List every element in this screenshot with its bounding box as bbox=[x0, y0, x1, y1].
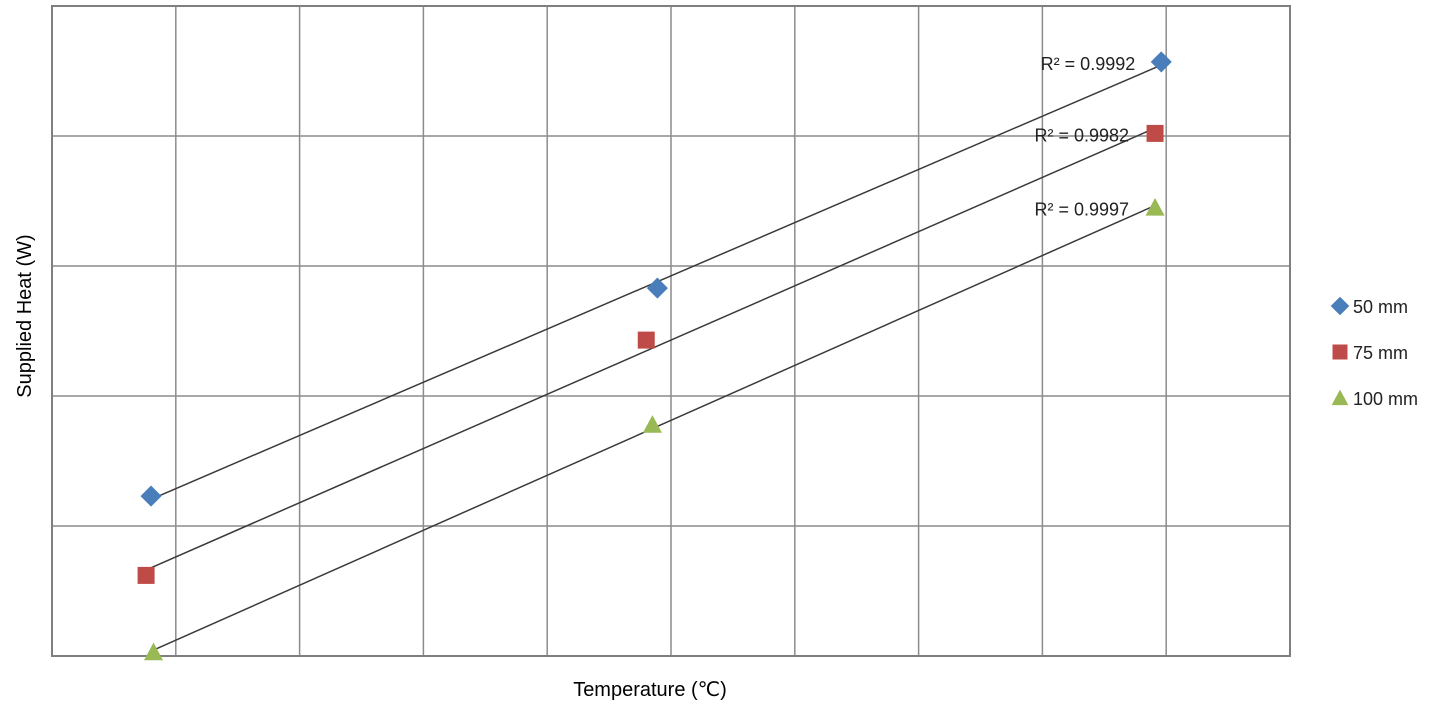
data-point bbox=[140, 485, 162, 507]
gridlines bbox=[52, 6, 1290, 656]
r-squared-label: R² = 0.9997 bbox=[1034, 200, 1129, 220]
r-squared-label: R² = 0.9982 bbox=[1034, 125, 1129, 145]
legend-label: 100 mm bbox=[1353, 389, 1418, 409]
data-point bbox=[646, 277, 668, 299]
data-point bbox=[143, 642, 164, 661]
legend: 50 mm 75 mm 100 mm bbox=[1330, 296, 1418, 409]
legend-marker bbox=[1331, 389, 1349, 406]
x-axis-label: Temperature (℃) bbox=[573, 679, 727, 701]
r-squared-labels: R² = 0.9992 R² = 0.9982 R² = 0.9997 bbox=[1034, 54, 1135, 220]
plot-area-border bbox=[51, 5, 1291, 657]
data-point bbox=[1150, 51, 1172, 73]
data-point bbox=[1145, 197, 1165, 216]
legend-marker bbox=[1330, 296, 1350, 316]
data-point bbox=[137, 566, 155, 584]
legend-label: 50 mm bbox=[1353, 297, 1408, 317]
trendline bbox=[145, 127, 1156, 571]
data-point bbox=[1146, 124, 1164, 142]
r-squared-label: R² = 0.9992 bbox=[1041, 54, 1136, 74]
data-markers bbox=[137, 51, 1172, 661]
legend-marker bbox=[1332, 344, 1348, 360]
y-axis-label: Supplied Heat (W) bbox=[14, 234, 36, 397]
data-point bbox=[637, 331, 655, 349]
data-point bbox=[642, 415, 662, 433]
legend-label: 75 mm bbox=[1353, 343, 1408, 363]
